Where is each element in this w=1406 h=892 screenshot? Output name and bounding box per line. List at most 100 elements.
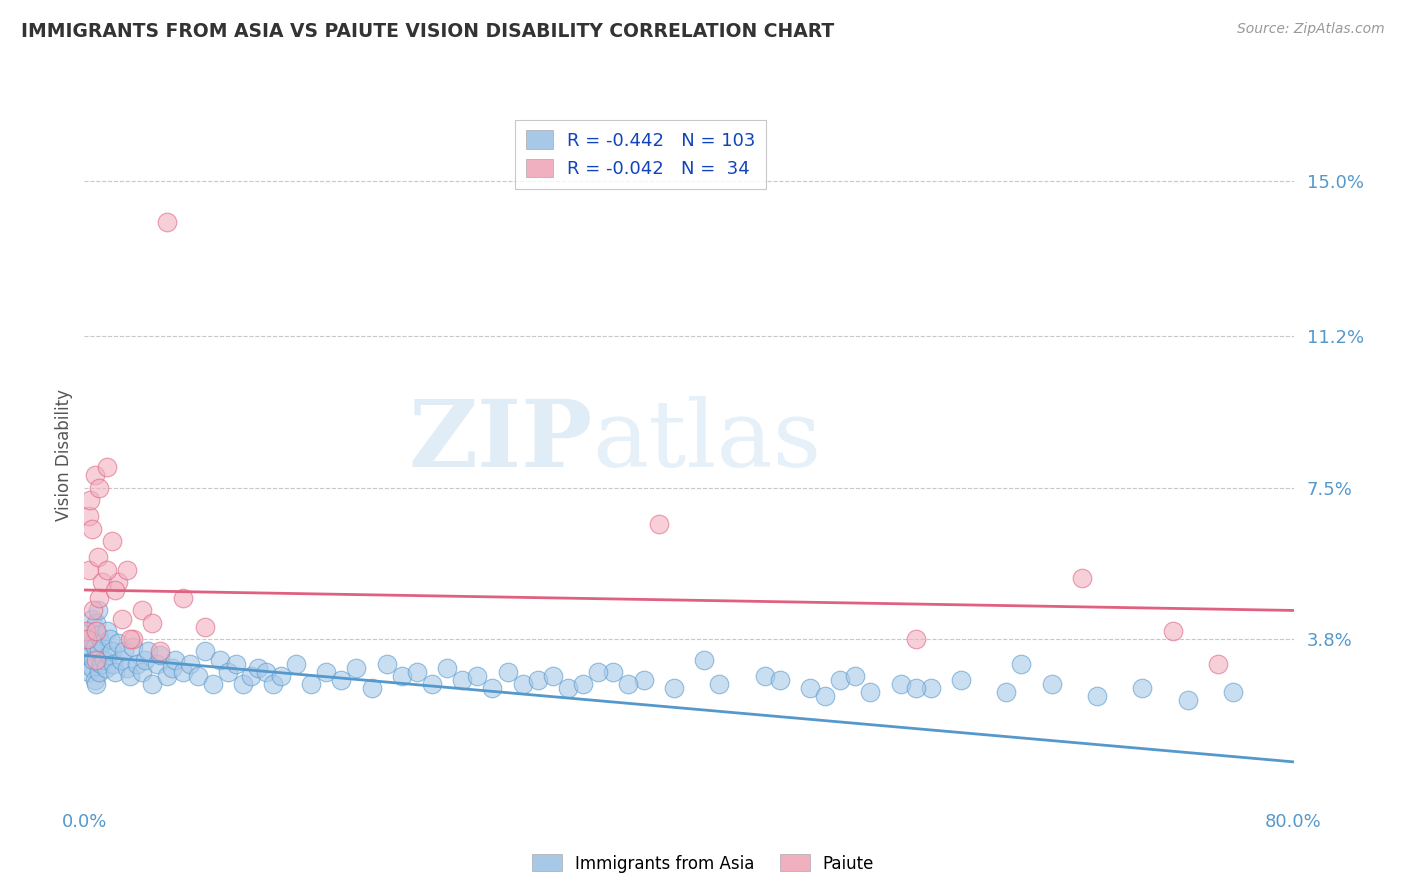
Point [201,677,224,691]
Point [572,677,595,691]
Point [89,481,111,495]
Point [75,624,97,638]
Point [299,677,322,691]
Point [1010,657,1032,671]
Point [647,517,671,532]
Point [118,669,141,683]
Point [104,582,127,597]
Legend: Immigrants from Asia, Paiute: Immigrants from Asia, Paiute [524,847,882,880]
Point [87,550,110,565]
Text: IMMIGRANTS FROM ASIA VS PAIUTE VISION DISABILITY CORRELATION CHART: IMMIGRANTS FROM ASIA VS PAIUTE VISION DI… [21,22,834,41]
Point [467,669,489,683]
Point [995,685,1018,699]
Point [89,591,111,606]
Point [496,665,519,679]
Point [163,652,186,666]
Point [541,669,564,683]
Point [1071,571,1094,585]
Point [80,522,103,536]
Point [141,677,163,691]
Point [149,644,172,658]
Point [360,681,382,696]
Point [134,652,156,666]
Point [84,673,107,687]
Point [131,665,153,679]
Point [98,632,121,646]
Point [1177,693,1199,707]
Point [101,657,124,671]
Legend: R = -0.442   N = 103, R = -0.042   N =  34: R = -0.442 N = 103, R = -0.042 N = 34 [515,120,766,189]
Point [451,673,474,687]
Point [141,615,163,630]
Point [194,644,217,658]
Point [194,620,217,634]
Point [156,214,179,228]
Point [588,665,610,679]
Point [617,677,640,691]
Point [146,657,169,671]
Point [79,624,101,638]
Point [91,574,114,589]
Point [420,677,443,691]
Point [100,644,122,658]
Point [526,673,548,687]
Point [436,661,458,675]
Point [104,665,127,679]
Point [239,669,262,683]
Point [82,652,104,666]
Point [1085,690,1108,704]
Point [89,644,111,658]
Point [375,657,398,671]
Point [77,509,100,524]
Point [76,632,98,646]
Point [512,677,534,691]
Point [904,681,927,696]
Point [86,677,108,691]
Point [127,657,149,671]
Text: ZIP: ZIP [408,396,592,486]
Point [89,665,111,679]
Text: Source: ZipAtlas.com: Source: ZipAtlas.com [1237,22,1385,37]
Point [80,661,103,675]
Point [254,665,277,679]
Point [754,669,776,683]
Point [76,644,98,658]
Point [115,562,138,576]
Point [270,669,292,683]
Point [799,681,821,696]
Point [80,612,103,626]
Point [172,665,194,679]
Point [96,562,118,576]
Point [391,669,413,683]
Point [284,657,308,671]
Point [87,603,110,617]
Point [84,640,107,655]
Point [107,636,129,650]
Point [557,681,579,696]
Point [156,669,179,683]
Point [131,603,153,617]
Y-axis label: Vision Disability: Vision Disability [55,389,73,521]
Point [94,661,117,675]
Point [209,652,232,666]
Point [118,632,141,646]
Point [950,673,973,687]
Point [77,632,100,646]
Point [82,603,104,617]
Point [82,636,104,650]
Point [1222,685,1244,699]
Point [100,533,122,548]
Point [217,665,239,679]
Point [179,657,201,671]
Point [830,673,852,687]
Point [97,648,120,663]
Point [633,673,655,687]
Point [1040,677,1063,691]
Point [96,460,118,475]
Point [86,624,108,638]
Point [481,681,503,696]
Point [96,624,118,638]
Point [859,685,882,699]
Point [232,677,254,691]
Point [187,669,209,683]
